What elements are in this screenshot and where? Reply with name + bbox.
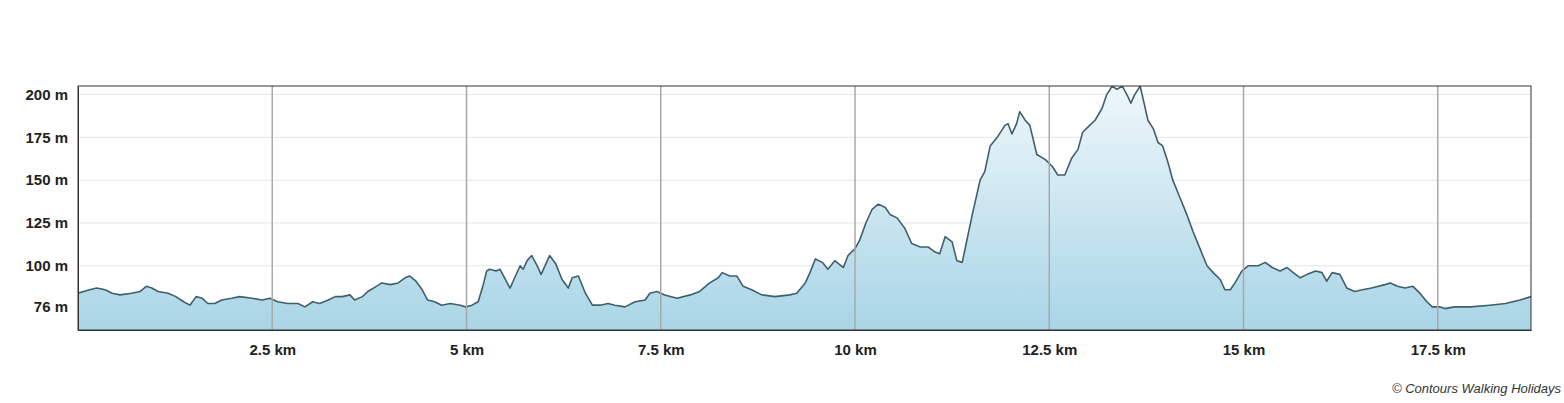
- x-tick-label: 2.5 km: [249, 341, 296, 358]
- y-axis-line: [78, 87, 79, 331]
- y-tick: 200 m: [25, 86, 78, 103]
- y-tick-label: 100 m: [25, 257, 68, 274]
- chart: 2.5 km 5 km 7.5 km 10 km 12.5 km 15 km 17.5 km…: [0, 0, 1564, 403]
- plot-frame: [78, 86, 1531, 330]
- x-tick-label: 5 km: [450, 341, 484, 358]
- y-axis: 76 m 100 m 125 m 150 m 175 m 200 m: [25, 86, 78, 331]
- grid-line-x: [854, 86, 856, 330]
- x-tick: 5 km: [450, 330, 484, 358]
- y-tick-label: 175 m: [25, 129, 68, 146]
- grid: [272, 86, 1438, 330]
- grid-line-x: [466, 86, 468, 330]
- y-tick: 175 m: [25, 129, 78, 146]
- x-tick: 17.5 km: [1411, 330, 1466, 358]
- grid-line-y: [78, 94, 1531, 95]
- y-tick: 76 m: [34, 298, 78, 315]
- y-tick: 125 m: [25, 214, 78, 231]
- x-tick-label: 10 km: [834, 341, 877, 358]
- y-tick-label: 76 m: [34, 298, 68, 315]
- grid-line-x: [660, 86, 662, 330]
- grid-line-y: [78, 265, 1531, 266]
- elevation-line: [78, 86, 1531, 309]
- x-tick-label: 17.5 km: [1411, 341, 1466, 358]
- x-tick: 15 km: [1223, 330, 1266, 358]
- elevation-area: [78, 86, 1531, 330]
- y-tick-label: 200 m: [25, 86, 68, 103]
- x-tick-label: 7.5 km: [638, 341, 685, 358]
- plot-area: [78, 86, 1531, 330]
- x-tick-label: 15 km: [1223, 341, 1266, 358]
- grid-line-y: [78, 222, 1531, 223]
- grid-line-y: [78, 180, 1531, 181]
- grid-line-x: [1243, 86, 1245, 330]
- x-tick: 12.5 km: [1022, 330, 1077, 358]
- x-axis-line: [79, 330, 1532, 331]
- x-tick: 10 km: [834, 330, 877, 358]
- grid-line-x: [1437, 86, 1439, 330]
- credit: © Contours Walking Holidays: [1392, 381, 1562, 396]
- grid-line-x: [272, 86, 274, 330]
- grid-line-y: [78, 137, 1531, 138]
- y-tick-label: 150 m: [25, 171, 68, 188]
- x-tick: 7.5 km: [638, 330, 685, 358]
- y-tick-label: 125 m: [25, 214, 68, 231]
- grid-line-x: [1049, 86, 1051, 330]
- y-tick: 150 m: [25, 171, 78, 188]
- x-tick-label: 12.5 km: [1022, 341, 1077, 358]
- y-tick: 100 m: [25, 257, 78, 274]
- x-tick: 2.5 km: [249, 330, 296, 358]
- x-axis: 2.5 km 5 km 7.5 km 10 km 12.5 km 15 km 17.5 km: [79, 330, 1532, 358]
